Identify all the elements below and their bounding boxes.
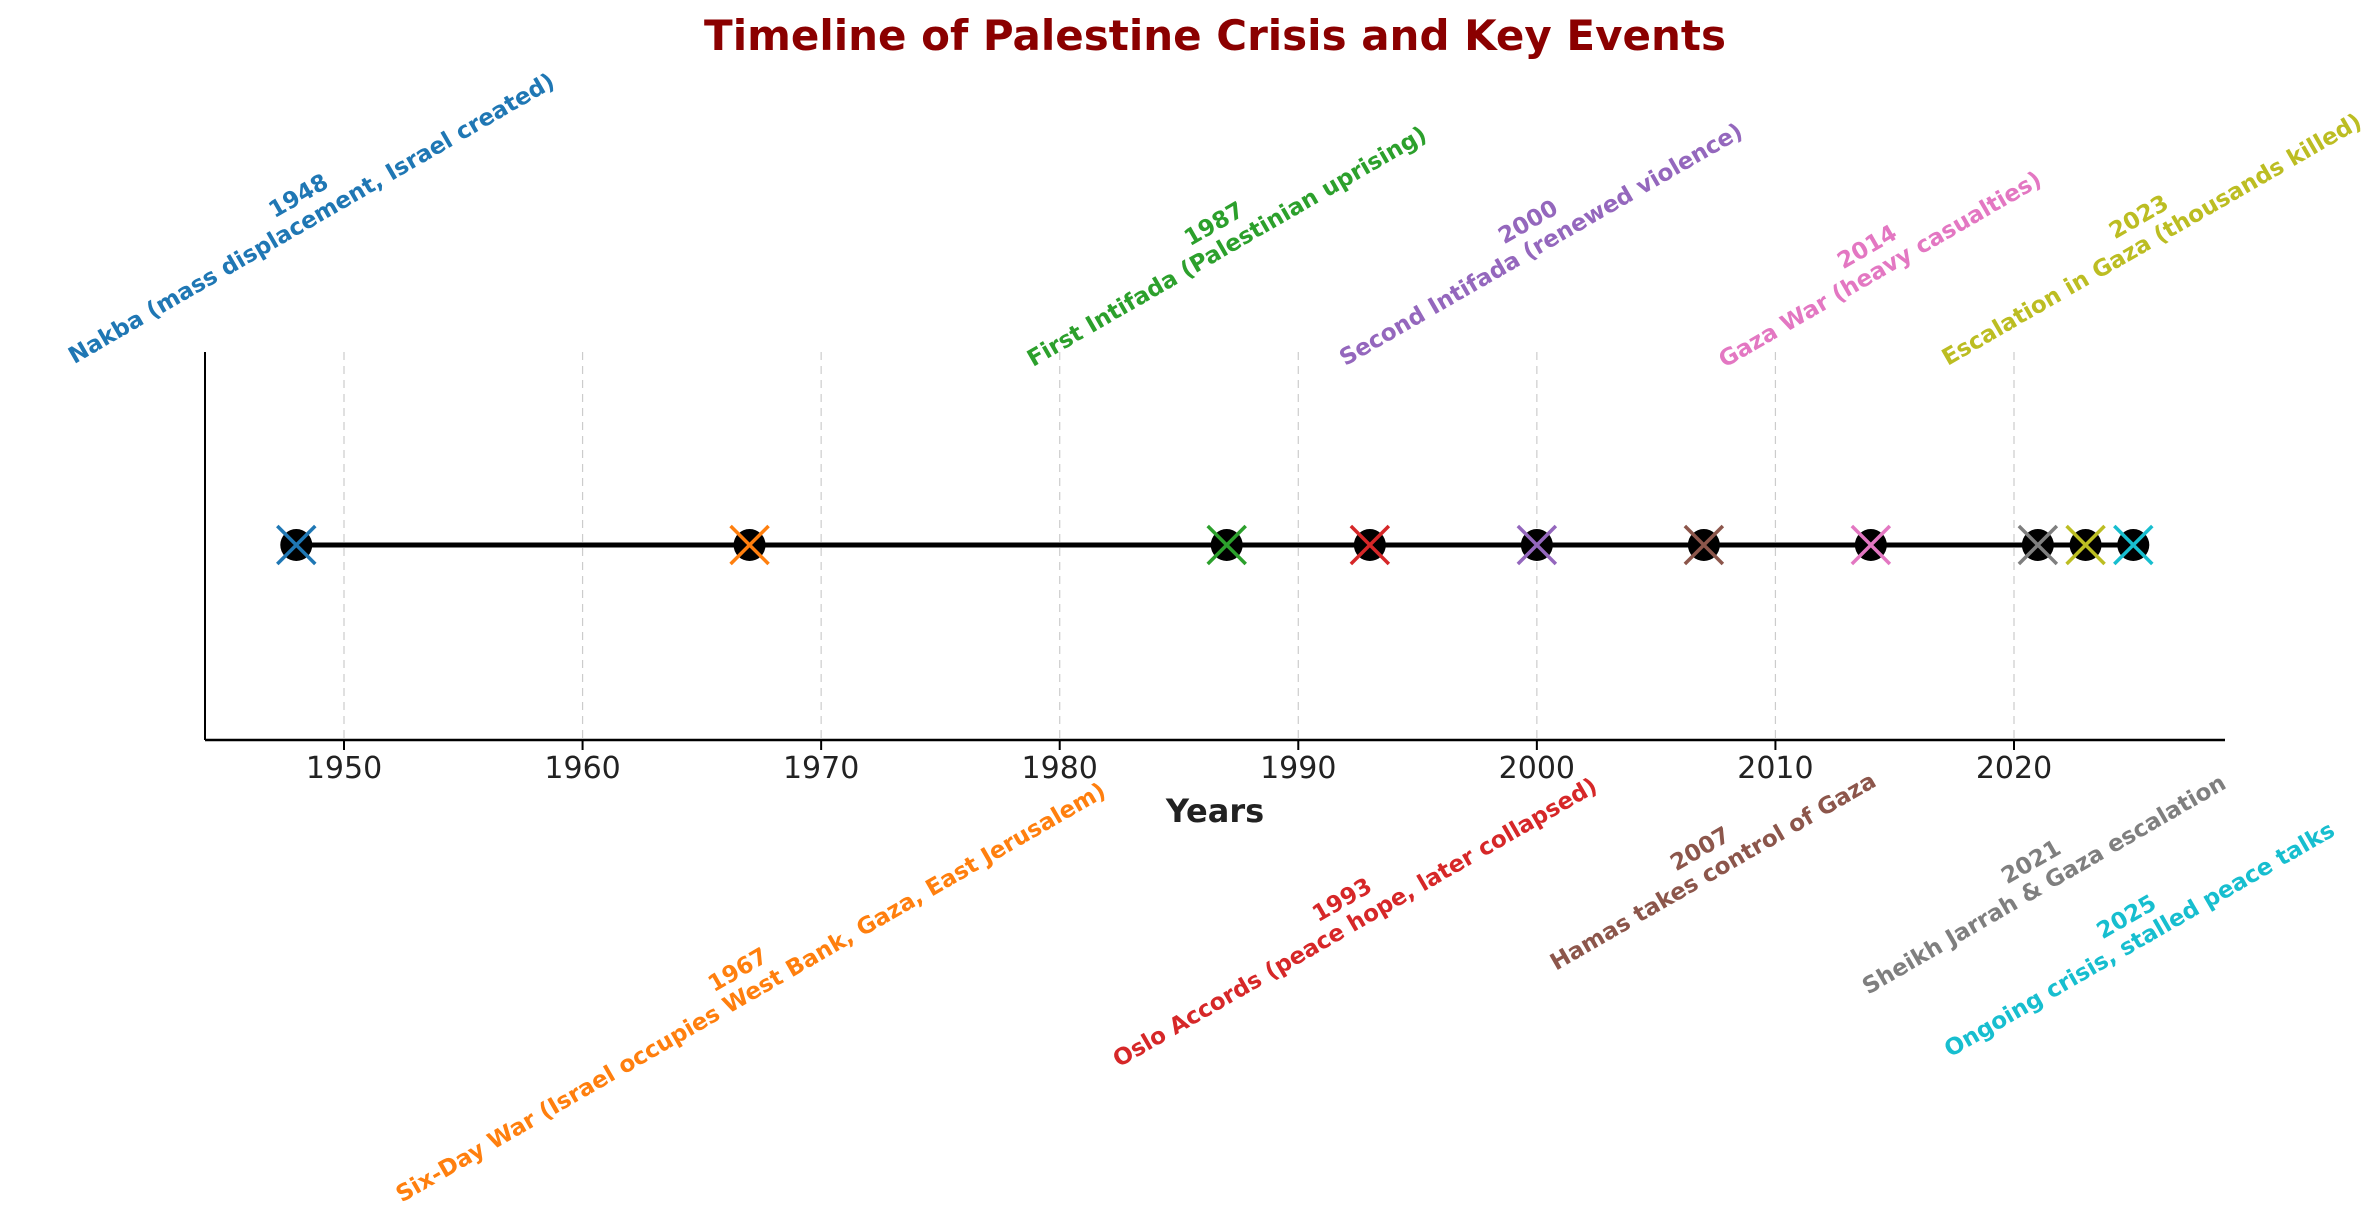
event-description: Hamas takes control of Gaza xyxy=(1546,768,1881,976)
x-marker-icon xyxy=(729,524,770,566)
event-marker-1993 xyxy=(1349,524,1391,566)
x-axis-label: Years xyxy=(1165,792,1264,830)
x-tick-label: 1960 xyxy=(544,751,620,786)
x-tick-label: 1990 xyxy=(1260,751,1336,786)
x-tick-label: 1970 xyxy=(783,751,859,786)
event-description: Nakba (mass displacement, Israel created… xyxy=(64,69,559,370)
grid xyxy=(343,352,2015,740)
event-label-1967: 1967Six-Day War (Israel occupies West Ba… xyxy=(379,756,1111,1208)
x-tick-label: 2010 xyxy=(1737,751,1813,786)
event-label-2000: 2000Second Intifada (renewed violence) xyxy=(1322,96,1747,371)
event-marker-2014 xyxy=(1850,524,1892,566)
x-marker-icon xyxy=(276,524,317,566)
event-description: Six-Day War (Israel occupies West Bank, … xyxy=(392,778,1111,1208)
x-ticks: 1950 1960 1970 1980 1990 2000 2010 2020 xyxy=(306,740,2052,786)
event-marker-1967 xyxy=(729,524,770,566)
event-marker-2000 xyxy=(1516,524,1558,566)
x-marker-icon xyxy=(1206,524,1247,566)
x-tick-label: 2000 xyxy=(1499,751,1575,786)
event-marker-1987 xyxy=(1206,524,1247,566)
x-tick-label: 2020 xyxy=(1976,751,2052,786)
x-marker-icon xyxy=(1349,524,1391,566)
event-description: Ongoing crisis, stalled peace talks xyxy=(1940,817,2339,1063)
event-marker-1948 xyxy=(276,524,317,566)
event-marker-2025 xyxy=(2113,524,2154,566)
x-marker-icon xyxy=(1850,524,1892,566)
x-tick-label: 1980 xyxy=(1022,751,1098,786)
event-labels: 1948Nakba (mass displacement, Israel cre… xyxy=(51,46,2366,1208)
event-label-2023: 2023Escalation in Gaza (thousands killed… xyxy=(1925,86,2366,371)
event-marker-2007 xyxy=(1683,524,1725,566)
chart-title: Timeline of Palestine Crisis and Key Eve… xyxy=(704,11,1726,60)
event-marker-2021 xyxy=(2017,524,2059,566)
x-marker-icon xyxy=(2017,524,2059,566)
event-description: Sheikh Jarrah & Gaza escalation xyxy=(1858,770,2230,1000)
x-tick-label: 1950 xyxy=(306,751,382,786)
x-marker-icon xyxy=(1516,524,1558,566)
event-description: Escalation in Gaza (thousands killed) xyxy=(1938,109,2366,371)
event-markers xyxy=(276,524,2154,566)
x-marker-icon xyxy=(1683,524,1725,566)
event-marker-2023 xyxy=(2065,524,2106,566)
event-label-1948: 1948Nakba (mass displacement, Israel cre… xyxy=(51,46,559,369)
x-marker-icon xyxy=(2113,524,2154,566)
x-marker-icon xyxy=(2065,524,2106,566)
